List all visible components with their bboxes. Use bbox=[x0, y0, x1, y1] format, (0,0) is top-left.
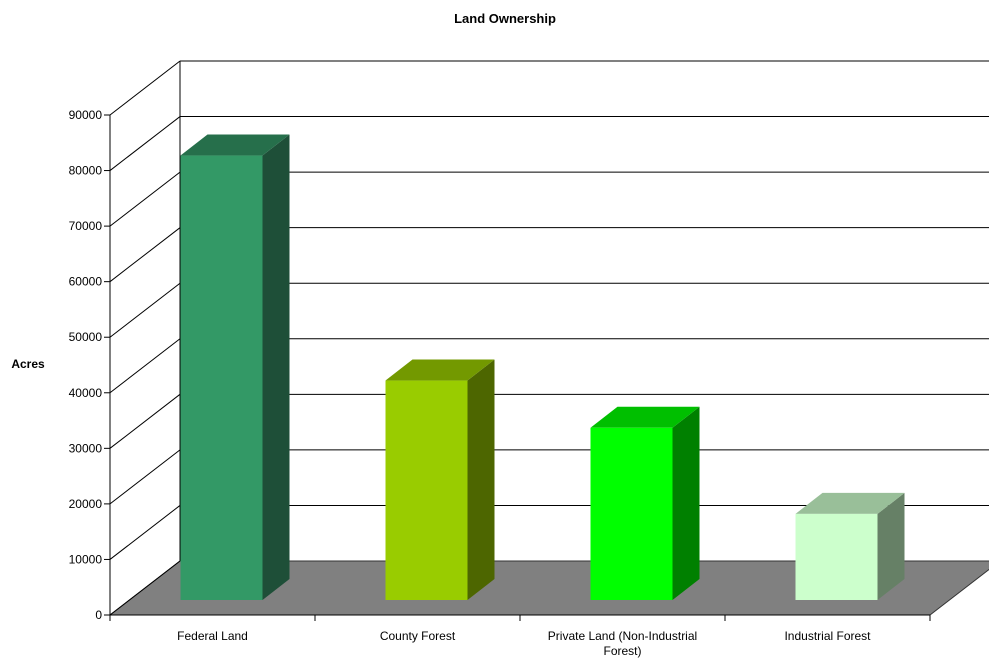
bar-top bbox=[180, 134, 290, 156]
bar-side bbox=[262, 134, 290, 601]
bar-top bbox=[590, 406, 700, 428]
y-tick-label: 70000 bbox=[69, 219, 103, 233]
side-wall-line bbox=[109, 171, 181, 227]
chart-title: Land Ownership bbox=[454, 11, 556, 26]
side-wall-line bbox=[109, 560, 181, 616]
x-tick-label: Industrial Forest bbox=[784, 629, 871, 643]
side-wall-line bbox=[109, 227, 181, 283]
axes: 0 10000 20000 30000 40000 50000 60000 70000 8000… bbox=[69, 108, 931, 658]
x-tick-label: County Forest bbox=[380, 629, 456, 643]
bar bbox=[180, 134, 290, 601]
bar-top bbox=[795, 492, 905, 514]
bar bbox=[590, 406, 700, 600]
side-wall-line bbox=[109, 282, 181, 338]
y-tick-label: 0 bbox=[95, 608, 102, 622]
y-tick-label: 60000 bbox=[69, 275, 103, 289]
y-tick-label: 30000 bbox=[69, 441, 103, 455]
side-wall-line bbox=[109, 338, 181, 394]
bar-front bbox=[795, 513, 878, 600]
bar bbox=[795, 492, 905, 600]
bar-side bbox=[672, 406, 700, 600]
y-tick-label: 40000 bbox=[69, 386, 103, 400]
side-wall-line bbox=[109, 449, 181, 505]
side-wall-line bbox=[109, 505, 181, 560]
bar-front bbox=[590, 427, 673, 600]
bar-side bbox=[467, 359, 495, 600]
y-tick-label: 50000 bbox=[69, 330, 103, 344]
side-wall-line bbox=[109, 116, 181, 171]
x-tick-label: Federal Land bbox=[177, 629, 248, 643]
y-axis-label: Acres bbox=[11, 357, 45, 371]
side-wall-line bbox=[109, 60, 181, 116]
x-tick-label: Private Land (Non-Industrial Forest) bbox=[548, 629, 697, 658]
bar-top bbox=[385, 359, 495, 381]
bar-side bbox=[877, 492, 905, 600]
bar bbox=[385, 359, 495, 600]
bar-front bbox=[180, 155, 263, 601]
side-wall-line bbox=[109, 393, 181, 449]
y-tick-label: 20000 bbox=[69, 497, 103, 511]
y-tick-label: 10000 bbox=[69, 552, 103, 566]
y-tick-label: 80000 bbox=[69, 164, 103, 178]
y-tick-label: 90000 bbox=[69, 108, 103, 122]
bar-front bbox=[385, 380, 468, 600]
bars bbox=[180, 134, 905, 601]
